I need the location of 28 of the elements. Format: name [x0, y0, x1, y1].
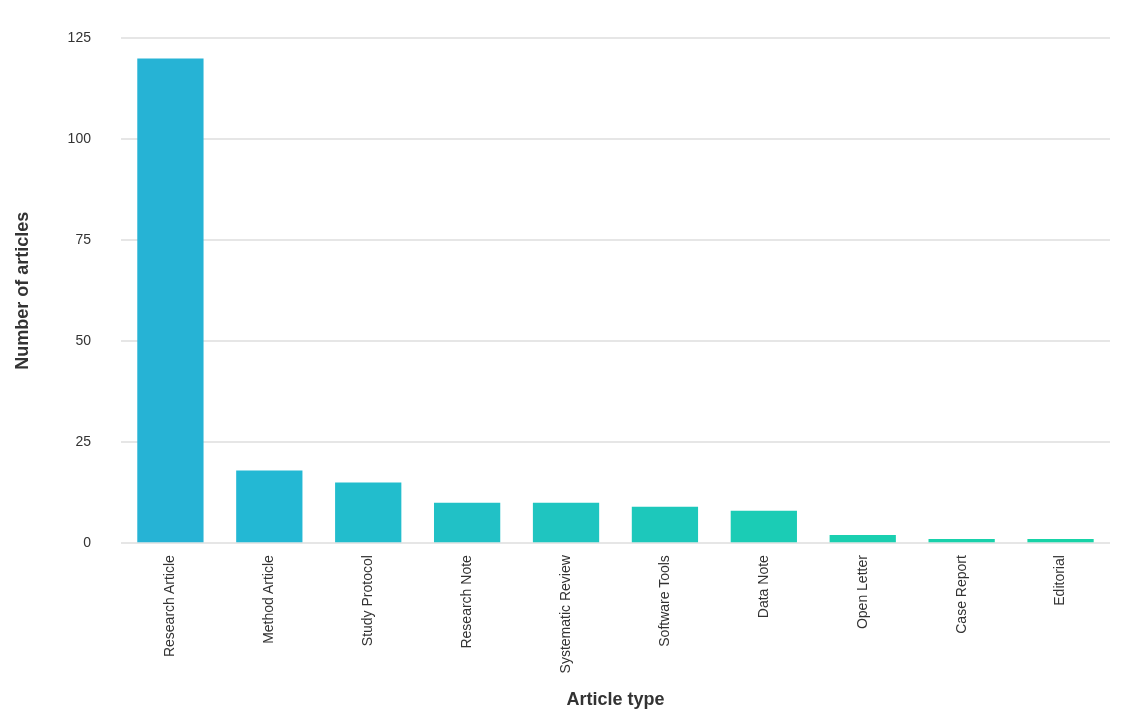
- bar: [236, 470, 303, 543]
- bar: [335, 482, 402, 543]
- bar: [137, 58, 204, 543]
- x-axis-title: Article type: [566, 689, 665, 710]
- x-tick-label: Systematic Review: [556, 554, 573, 674]
- y-tick-label: 100: [67, 130, 92, 147]
- x-tick-label: Open Letter: [853, 554, 870, 630]
- x-tick-label: Software Tools: [655, 555, 672, 647]
- x-tick-label: Research Article: [161, 554, 178, 658]
- y-tick-label: 75: [75, 231, 92, 248]
- bar: [532, 502, 600, 543]
- bar: [829, 535, 896, 543]
- x-tick-label: Case Report: [952, 555, 969, 634]
- bar: [631, 506, 699, 543]
- bar: [433, 502, 501, 543]
- y-tick-label: 50: [75, 332, 92, 349]
- x-tick-label: Method Article: [260, 554, 277, 644]
- x-tick-label: Data Note: [754, 554, 771, 619]
- bar: [928, 539, 995, 543]
- y-tick-label: 0: [83, 534, 92, 550]
- x-tick-label: Study Protocol: [359, 555, 376, 647]
- bar: [1027, 539, 1094, 543]
- y-tick-label: 25: [75, 433, 92, 450]
- x-tick-label: Research Note: [457, 554, 474, 649]
- y-axis-title: Number of articles: [11, 211, 32, 370]
- x-tick-label: Editorial: [1051, 555, 1068, 606]
- bar: [730, 510, 797, 543]
- y-tick-label: 125: [67, 29, 92, 46]
